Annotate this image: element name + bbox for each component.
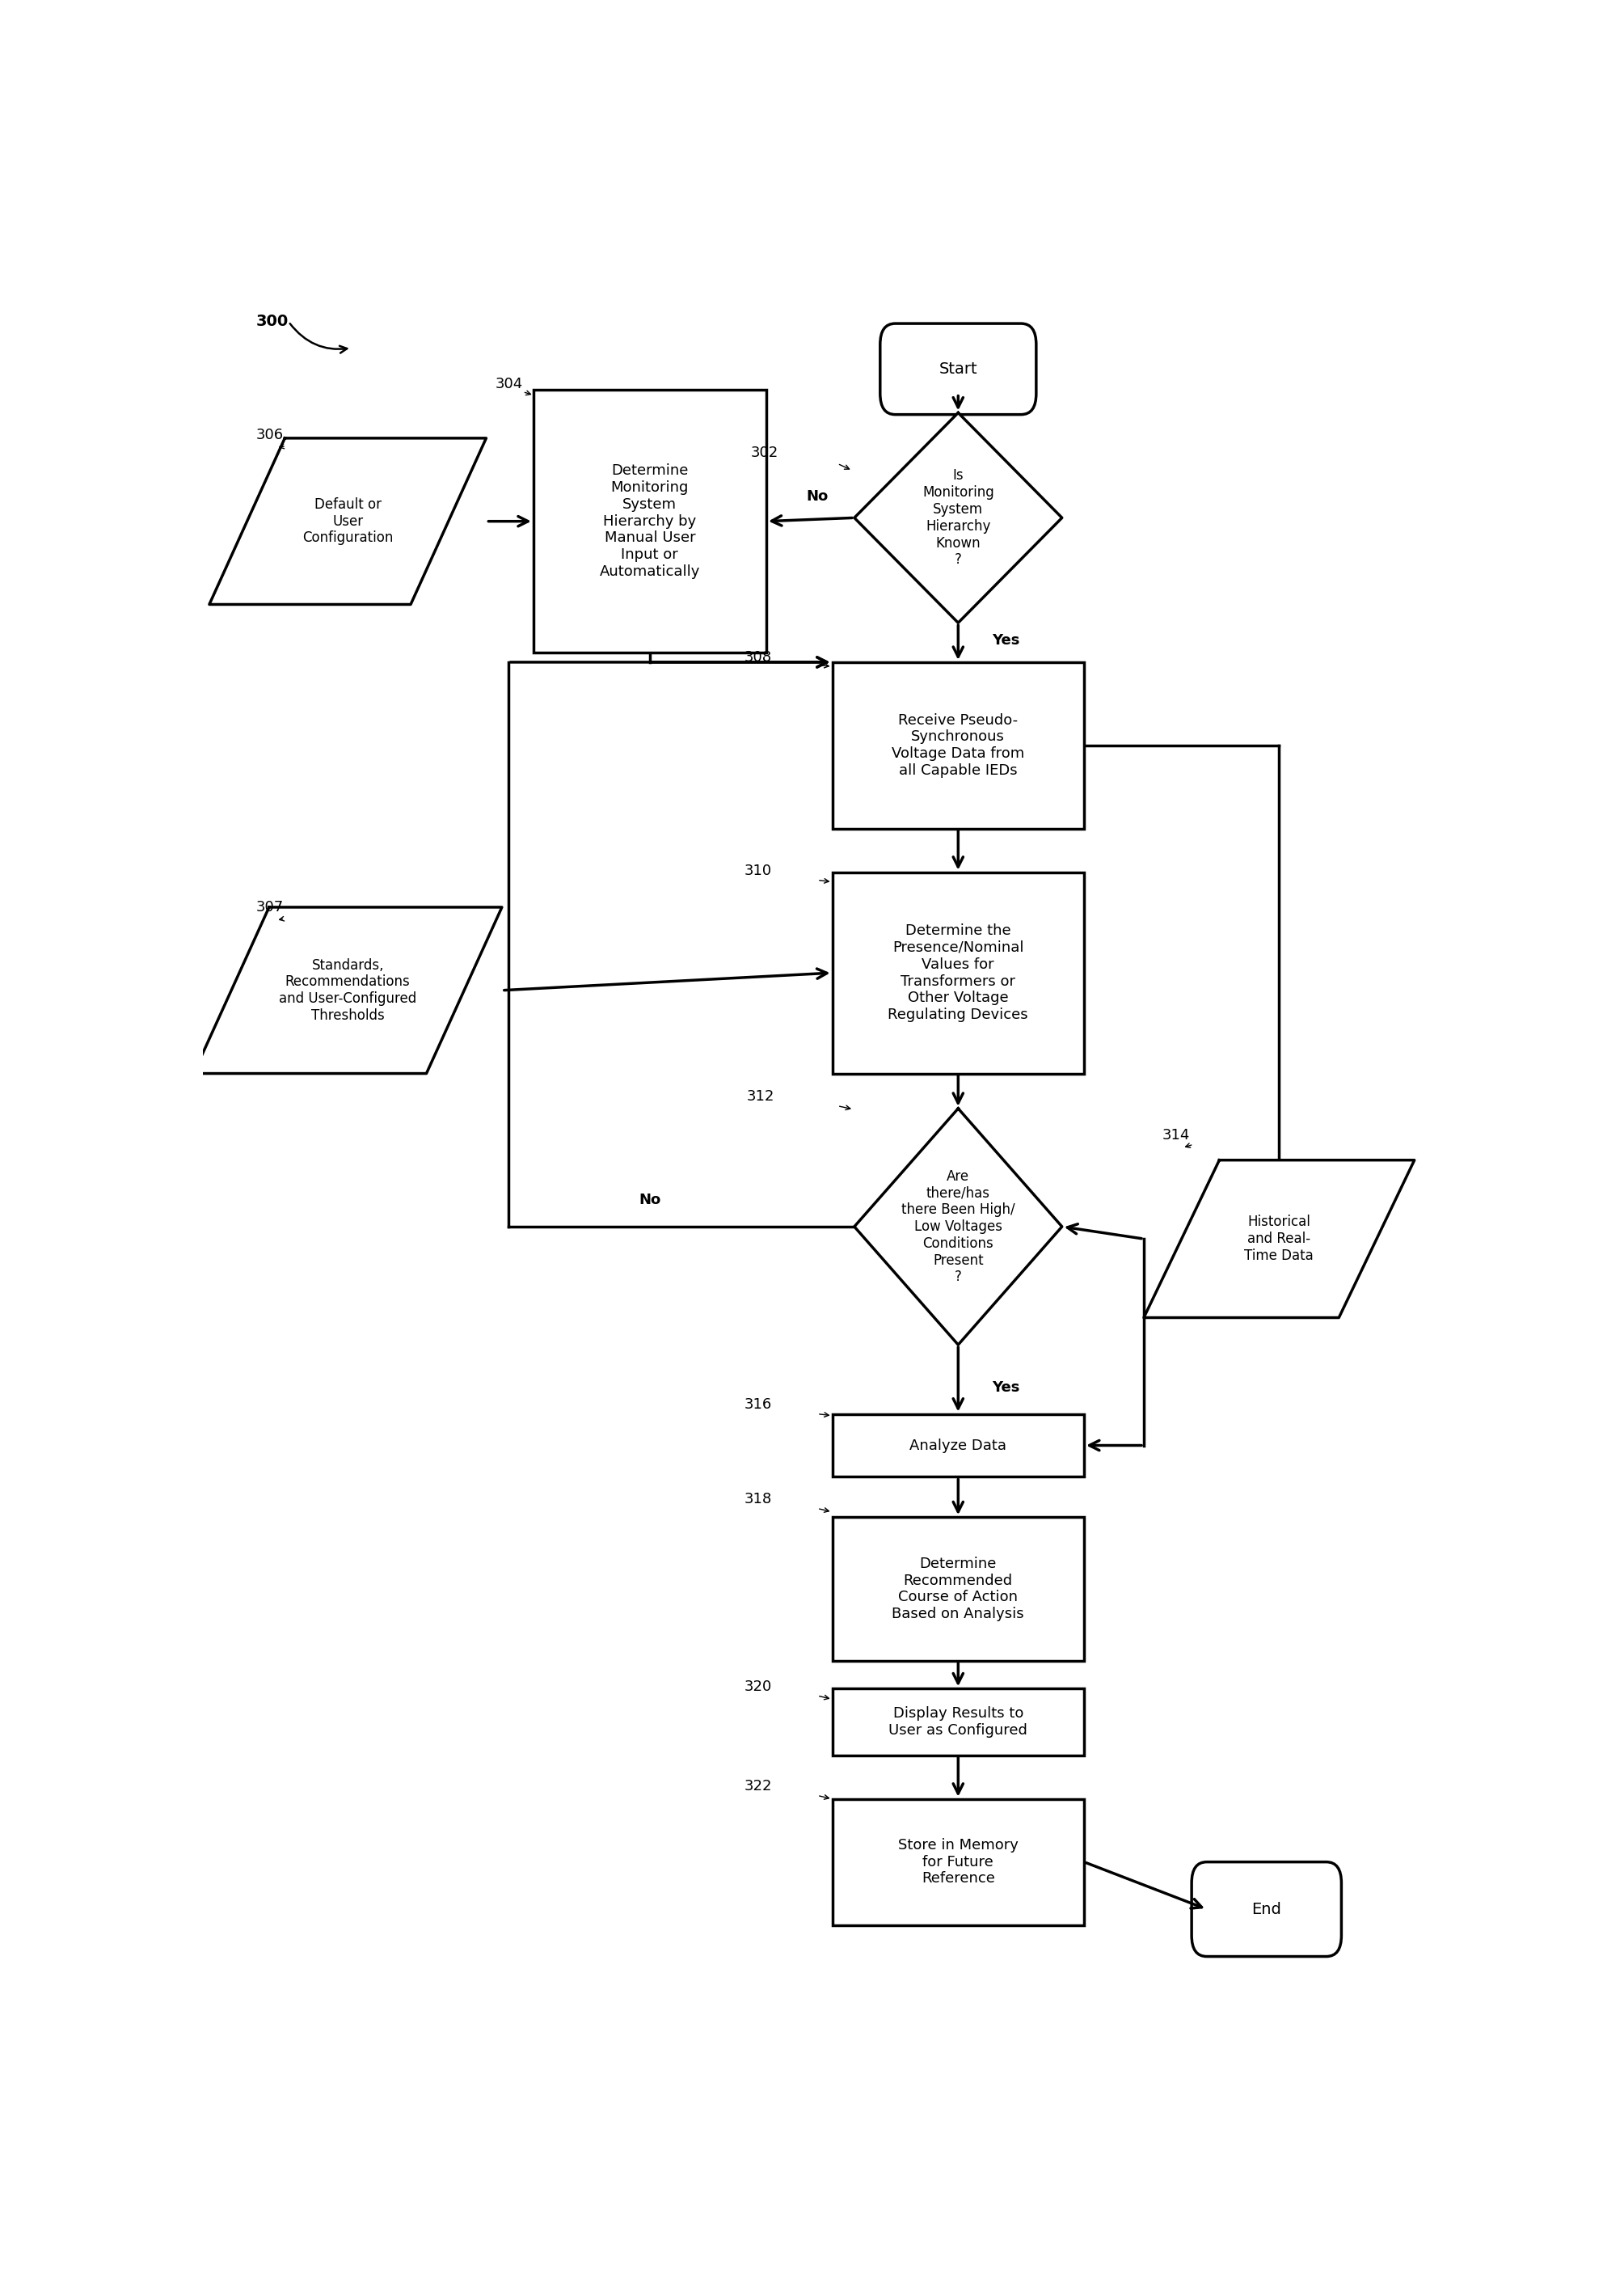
Text: Start: Start xyxy=(939,361,978,377)
Text: Standards,
Recommendations
and User-Configured
Thresholds: Standards, Recommendations and User-Conf… xyxy=(279,957,416,1023)
Text: 306: 306 xyxy=(257,427,284,443)
Text: Historical
and Real-
Time Data: Historical and Real- Time Data xyxy=(1244,1214,1314,1264)
Text: 307: 307 xyxy=(257,900,284,914)
Bar xyxy=(833,1798,1085,1925)
Text: Default or
User
Configuration: Default or User Configuration xyxy=(302,498,393,546)
Bar xyxy=(533,391,767,652)
Text: 310: 310 xyxy=(744,864,771,877)
Text: Analyze Data: Analyze Data xyxy=(909,1439,1007,1452)
Text: No: No xyxy=(806,489,828,505)
Text: No: No xyxy=(638,1193,661,1207)
Bar xyxy=(833,661,1085,827)
Text: Are
there/has
there Been High/
Low Voltages
Conditions
Present
?: Are there/has there Been High/ Low Volta… xyxy=(901,1168,1015,1284)
Polygon shape xyxy=(1143,1159,1415,1318)
Text: Store in Memory
for Future
Reference: Store in Memory for Future Reference xyxy=(898,1839,1018,1887)
Bar xyxy=(833,1516,1085,1662)
Bar xyxy=(833,1414,1085,1477)
Text: 312: 312 xyxy=(747,1089,775,1105)
Text: Yes: Yes xyxy=(992,1380,1020,1396)
Text: 320: 320 xyxy=(744,1680,771,1693)
Bar xyxy=(833,1689,1085,1755)
Polygon shape xyxy=(209,439,486,605)
FancyBboxPatch shape xyxy=(880,323,1036,414)
Text: Is
Monitoring
System
Hierarchy
Known
?: Is Monitoring System Hierarchy Known ? xyxy=(922,468,994,568)
Text: Determine
Recommended
Course of Action
Based on Analysis: Determine Recommended Course of Action B… xyxy=(892,1557,1025,1621)
Text: 302: 302 xyxy=(750,446,778,459)
Text: Receive Pseudo-
Synchronous
Voltage Data from
all Capable IEDs: Receive Pseudo- Synchronous Voltage Data… xyxy=(892,714,1025,777)
Text: 314: 314 xyxy=(1163,1127,1190,1143)
Text: 304: 304 xyxy=(495,377,523,391)
Text: 300: 300 xyxy=(257,314,289,330)
Bar xyxy=(833,873,1085,1073)
Text: 316: 316 xyxy=(744,1398,771,1412)
Polygon shape xyxy=(193,907,502,1073)
Text: Determine the
Presence/Nominal
Values for
Transformers or
Other Voltage
Regulati: Determine the Presence/Nominal Values fo… xyxy=(888,923,1028,1023)
FancyBboxPatch shape xyxy=(1192,1862,1341,1957)
Text: End: End xyxy=(1252,1903,1281,1916)
Polygon shape xyxy=(854,414,1062,623)
Text: 318: 318 xyxy=(744,1491,771,1507)
Text: 322: 322 xyxy=(744,1780,771,1793)
Text: 308: 308 xyxy=(744,650,771,664)
Polygon shape xyxy=(854,1109,1062,1346)
Text: Determine
Monitoring
System
Hierarchy by
Manual User
Input or
Automatically: Determine Monitoring System Hierarchy by… xyxy=(599,464,700,580)
Text: Display Results to
User as Configured: Display Results to User as Configured xyxy=(888,1707,1028,1737)
Text: Yes: Yes xyxy=(992,632,1020,648)
